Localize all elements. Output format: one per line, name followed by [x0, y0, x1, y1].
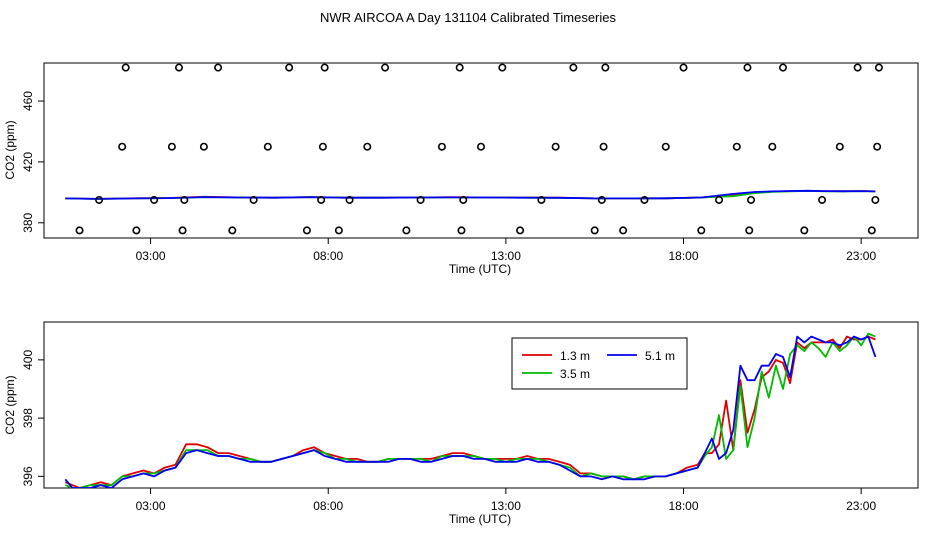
calibration-point	[867, 226, 876, 235]
calibration-point	[180, 195, 189, 204]
calibration-point	[537, 195, 546, 204]
legend-label: 1.3 m	[560, 349, 590, 363]
plot-area	[65, 189, 876, 200]
calibration-point	[345, 195, 354, 204]
calibration-point	[569, 63, 578, 72]
calibration-point	[118, 142, 127, 151]
x-tick-label: 18:00	[668, 499, 698, 513]
figure-title: NWR AIRCOA A Day 131104 Calibrated Times…	[320, 10, 616, 25]
series-line-5-1-m	[65, 189, 876, 200]
calibration-point	[498, 63, 507, 72]
y-tick-label: 420	[21, 152, 35, 172]
legend-label: 5.1 m	[645, 349, 675, 363]
calibration-point	[249, 195, 258, 204]
calibration-point	[302, 226, 311, 235]
calibration-point	[228, 226, 237, 235]
calibration-point	[768, 142, 777, 151]
calibration-point	[732, 142, 741, 151]
calibration-point	[381, 63, 390, 72]
calibration-point	[320, 63, 329, 72]
calibration-point	[745, 226, 754, 235]
calibration-point	[853, 63, 862, 72]
x-tick-label: 23:00	[846, 249, 876, 263]
x-tick-label: 18:00	[668, 249, 698, 263]
calibration-point	[95, 195, 104, 204]
y-tick-label: 400	[21, 350, 35, 370]
calibration-point	[818, 195, 827, 204]
calibration-point	[317, 195, 326, 204]
series-line-3-5-m	[64, 332, 876, 488]
calibration-point	[459, 195, 468, 204]
calibration-point	[457, 226, 466, 235]
calibration-point	[214, 63, 223, 72]
x-tick-label: 23:00	[846, 499, 876, 513]
calibration-point	[416, 195, 425, 204]
top-panel: 03:00 08:00 13:00 18:00 23:00 380 420 460 Time (…	[3, 62, 919, 276]
calibration-point	[679, 63, 688, 72]
calibration-point	[121, 63, 130, 72]
y-tick-label: 398	[21, 408, 35, 428]
calibration-point	[551, 142, 560, 151]
calibration-point	[402, 226, 411, 235]
y-axis-label: CO2 (ppm)	[3, 375, 17, 434]
x-tick-label: 13:00	[491, 499, 521, 513]
calibration-point	[800, 226, 809, 235]
calibration-point	[597, 195, 606, 204]
y-axis-label: CO2 (ppm)	[3, 120, 17, 179]
x-axis-label: Time (UTC)	[449, 512, 511, 526]
calibration-point	[747, 195, 756, 204]
calibration-point	[743, 63, 752, 72]
calibration-point	[619, 226, 628, 235]
plot-frame	[43, 62, 919, 239]
calibration-point	[178, 226, 187, 235]
legend-label: 3.5 m	[560, 367, 590, 381]
calibration-point	[476, 142, 485, 151]
x-tick-label: 08:00	[313, 499, 343, 513]
calibration-point	[199, 142, 208, 151]
y-tick-label: 380	[21, 212, 35, 232]
calibration-point	[150, 195, 159, 204]
plot-area	[64, 332, 877, 488]
x-axis-label: Time (UTC)	[449, 262, 511, 276]
calibration-point	[715, 195, 724, 204]
calibration-point	[263, 142, 272, 151]
calibration-point	[132, 226, 141, 235]
calibration-point	[874, 63, 883, 72]
legend-box	[511, 337, 688, 390]
y-tick-label: 396	[21, 466, 35, 486]
calibration-point	[778, 63, 787, 72]
x-tick-label: 03:00	[136, 499, 166, 513]
calibration-point	[516, 226, 525, 235]
calibration-point	[661, 142, 670, 151]
calibration-point	[455, 63, 464, 72]
calibration-point	[75, 226, 84, 235]
calibration-point	[599, 142, 608, 151]
calibration-point	[873, 142, 882, 151]
calibration-point	[175, 63, 184, 72]
x-tick-label: 08:00	[313, 249, 343, 263]
x-tick-label: 03:00	[136, 249, 166, 263]
calibration-point	[285, 63, 294, 72]
legend: 1.3 m 3.5 m 5.1 m	[511, 337, 688, 390]
calibration-point	[437, 142, 446, 151]
series-line-1-3-m	[64, 335, 876, 488]
x-tick-label: 13:00	[491, 249, 521, 263]
bottom-panel: 03:00 08:00 13:00 18:00 23:00 396 398 400 Time (…	[3, 321, 919, 526]
calibration-point	[167, 142, 176, 151]
calibration-point	[601, 63, 610, 72]
plot-frame	[43, 321, 919, 489]
calibration-point	[590, 226, 599, 235]
calibration-point	[640, 195, 649, 204]
calibration-point	[835, 142, 844, 151]
calibration-point	[871, 195, 880, 204]
calibration-point	[697, 226, 706, 235]
series-line-5-1-m	[64, 335, 877, 488]
y-tick-label: 460	[21, 91, 35, 111]
calibration-point	[363, 142, 372, 151]
calibration-point	[318, 142, 327, 151]
calibration-point	[334, 226, 343, 235]
